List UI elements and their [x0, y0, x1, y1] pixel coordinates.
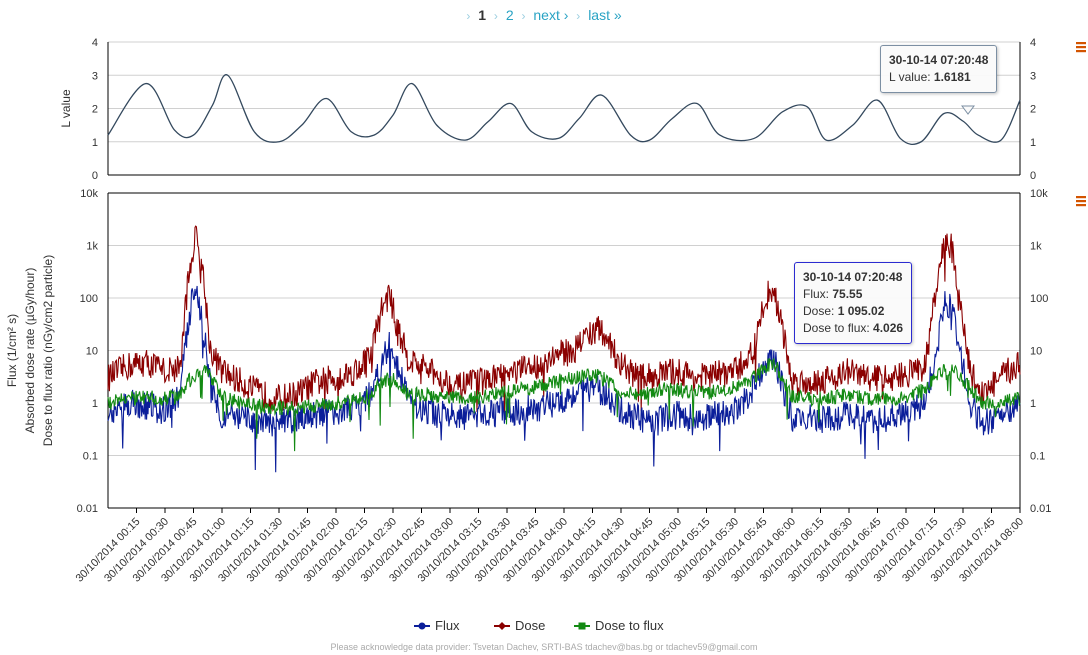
l-value-chart: 0 0 1 1 2 2 3 3 4 4 L value [59, 37, 1036, 182]
tooltip-label: L value: [889, 70, 934, 84]
menu-bar [1076, 46, 1086, 49]
flux-dose-chart: 0.01 0.01 0.1 0.1 1 1 10 10 100 100 1k 1k 10k 10k Flux… [5, 188, 1051, 585]
y-tick-label: 0.01 [77, 503, 98, 515]
menu-bar [1076, 196, 1086, 199]
chart-menu-icon[interactable] [1076, 196, 1086, 207]
y-tick-label: 10k [80, 188, 98, 200]
tooltip-dose-value: 1 095.02 [837, 304, 885, 318]
y-tick-label: 0.1 [83, 451, 98, 463]
y-tick-label: 1 [92, 137, 98, 149]
y-tick-label: 1k [86, 241, 98, 253]
y-axis-label: L value [59, 89, 73, 128]
flux-dose-tooltip: 30-10-14 07:20:48 Flux: 75.55 Dose: 1 09… [794, 262, 913, 344]
series-dose [107, 225, 1021, 417]
y-tick-label: 4 [92, 37, 98, 49]
legend-marker [578, 622, 586, 630]
y-tick-label-right: 0 [1030, 170, 1036, 182]
y-tick-label-right: 1 [1030, 137, 1036, 149]
pagination: › 1 › 2 › next › › last » [0, 7, 1088, 23]
legend-label: Flux [435, 618, 460, 633]
y-axis-label: Dose to flux ratio (nGy/cm2 particle) [41, 255, 55, 446]
series-dose-to-flux [107, 357, 1021, 452]
y-tick-label-right: 10 [1030, 346, 1042, 358]
series-l-value [107, 74, 1021, 146]
y-tick-label-right: 2 [1030, 104, 1036, 116]
y-tick-label-right: 0.01 [1030, 503, 1051, 515]
page-current: 1 [478, 7, 487, 23]
tooltip-pointer [961, 105, 975, 115]
charts-canvas: 0 0 1 1 2 2 3 3 4 4 L value 0.01 0.01 0.1 0.1 1 1 10 10 10… [5, 37, 1086, 633]
legend-marker [418, 622, 426, 630]
y-tick-label-right: 3 [1030, 70, 1036, 82]
y-tick-label-right: 1k [1030, 241, 1042, 253]
chevron-right-icon: › [493, 9, 498, 23]
y-tick-label: 3 [92, 70, 98, 82]
legend-label: Dose [515, 618, 545, 633]
menu-bar [1076, 200, 1086, 203]
acknowledgement: Please acknowledge data provider: Tsveta… [330, 642, 758, 652]
menu-bar [1076, 50, 1086, 53]
page-link-2[interactable]: 2 [505, 7, 514, 23]
y-tick-label: 0 [92, 170, 98, 182]
y-tick-label-right: 10k [1030, 188, 1048, 200]
y-tick-label-right: 4 [1030, 37, 1036, 49]
page-next-link[interactable]: next › [533, 7, 569, 23]
chart-menu-icon[interactable] [1076, 42, 1086, 53]
chevron-right-icon: › [521, 9, 526, 23]
y-tick-label-right: 0.1 [1030, 451, 1045, 463]
legend-marker [498, 622, 506, 630]
y-tick-label: 1 [92, 398, 98, 410]
page-last-link[interactable]: last » [588, 7, 622, 23]
legend: Flux Dose Dose to flux [414, 618, 664, 633]
y-axis-label: Flux (1/cm² s) [5, 314, 19, 387]
tooltip-title: 30-10-14 07:20:48 [889, 53, 989, 67]
tooltip-value: 1.6181 [933, 70, 971, 84]
tooltip-flux-value: 75.55 [832, 287, 863, 301]
menu-bar [1076, 42, 1086, 45]
menu-bar [1076, 204, 1086, 207]
y-tick-label-right: 100 [1030, 293, 1048, 305]
tooltip-flux-label: Flux: [803, 287, 833, 301]
y-tick-label: 100 [80, 293, 98, 305]
chevron-right-icon: › [576, 9, 581, 23]
tooltip-dose-label: Dose: [803, 304, 838, 318]
tooltip-title: 30-10-14 07:20:48 [803, 270, 903, 284]
legend-label: Dose to flux [595, 618, 664, 633]
l-value-tooltip: 30-10-14 07:20:48 L value: 1.6181 [880, 45, 998, 93]
y-tick-label-right: 1 [1030, 398, 1036, 410]
y-axis-label: Absorbed dose rate (µGy/hour) [23, 268, 37, 434]
y-tick-label: 2 [92, 104, 98, 116]
tooltip-ratio-label: Dose to flux: [803, 321, 874, 335]
chevron-right-icon: › [466, 9, 471, 23]
tooltip-ratio-value: 4.026 [873, 321, 904, 335]
y-tick-label: 10 [86, 346, 98, 358]
series-flux [107, 285, 1021, 473]
